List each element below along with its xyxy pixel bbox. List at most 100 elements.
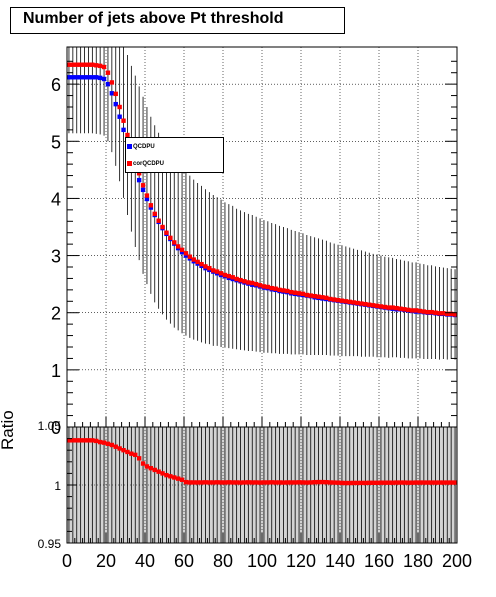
ratio-point	[406, 480, 411, 485]
ratio-point	[452, 480, 458, 485]
ratio-point	[308, 480, 313, 485]
main-y-tick-label: 2	[51, 304, 61, 324]
ratio-point	[90, 438, 95, 443]
ratio-point	[409, 480, 415, 485]
ratio-point	[113, 444, 118, 449]
point-corqcdpu	[445, 311, 450, 317]
ratio-point	[335, 480, 341, 485]
legend-marker-qcdpu	[127, 143, 132, 149]
ratio-point	[86, 438, 91, 443]
point-corqcdpu	[409, 308, 415, 313]
point-corqcdpu	[234, 276, 239, 282]
point-corqcdpu	[74, 62, 79, 67]
ratio-point	[300, 480, 306, 485]
ratio-point	[328, 480, 333, 485]
ratio-point	[402, 480, 407, 485]
ratio-point	[285, 480, 290, 485]
ratio-point	[257, 480, 263, 485]
ratio-point	[296, 480, 302, 485]
ratio-point	[164, 472, 169, 478]
ratio-point	[359, 480, 364, 486]
point-corqcdpu	[191, 257, 196, 262]
x-tick-label: 120	[286, 551, 316, 571]
point-corqcdpu	[308, 293, 313, 298]
ratio-point	[97, 439, 103, 445]
point-corqcdpu	[398, 306, 403, 311]
point-corqcdpu	[144, 193, 150, 198]
ratio-point	[238, 480, 243, 485]
point-qcdpu	[183, 253, 189, 258]
x-tick-label: 0	[62, 551, 72, 571]
ratio-point	[195, 480, 200, 485]
x-tick-label: 60	[174, 551, 194, 571]
point-qcdpu	[70, 75, 76, 80]
point-corqcdpu	[113, 91, 118, 97]
ratio-point	[211, 480, 216, 485]
ratio-point	[207, 480, 212, 485]
point-corqcdpu	[222, 272, 228, 278]
point-corqcdpu	[433, 310, 438, 315]
ratio-point	[78, 438, 83, 443]
ratio-point	[74, 438, 79, 443]
ratio-point	[367, 480, 372, 485]
ratio-point	[129, 451, 134, 456]
point-qcdpu	[90, 75, 95, 80]
point-qcdpu	[97, 75, 103, 81]
point-corqcdpu	[214, 269, 220, 274]
main-y-tick-label: 1	[51, 361, 61, 381]
ratio-point	[214, 480, 220, 485]
point-corqcdpu	[304, 292, 310, 298]
point-corqcdpu	[179, 247, 185, 253]
point-qcdpu	[105, 81, 111, 87]
point-qcdpu	[117, 114, 122, 119]
point-corqcdpu	[292, 290, 298, 295]
legend-entry-qcdpu: QCDPU	[127, 140, 155, 154]
point-corqcdpu	[97, 63, 103, 69]
x-tick-label: 160	[364, 551, 394, 571]
ratio-point	[187, 480, 193, 485]
main-y-tick-label: 0	[51, 418, 61, 438]
ratio-point	[277, 480, 282, 485]
ratio-point	[355, 480, 360, 486]
point-corqcdpu	[101, 64, 107, 70]
point-corqcdpu	[421, 309, 427, 314]
point-corqcdpu	[261, 284, 267, 289]
point-corqcdpu	[281, 288, 286, 293]
point-corqcdpu	[363, 301, 368, 307]
point-corqcdpu	[218, 271, 224, 276]
ratio-point	[312, 480, 317, 485]
point-corqcdpu	[199, 261, 204, 267]
ratio-point	[105, 441, 111, 447]
point-corqcdpu	[148, 203, 154, 208]
point-corqcdpu	[394, 305, 399, 311]
point-corqcdpu	[437, 311, 442, 316]
ratio-point	[125, 449, 130, 455]
ratio-point	[246, 480, 251, 485]
point-qcdpu	[101, 76, 107, 82]
ratio-point	[339, 480, 345, 486]
point-qcdpu	[148, 205, 154, 210]
ratio-point	[347, 480, 352, 486]
point-corqcdpu	[370, 303, 376, 308]
point-qcdpu	[113, 101, 118, 107]
point-corqcdpu	[351, 300, 356, 305]
point-qcdpu	[78, 75, 83, 80]
point-corqcdpu	[289, 289, 294, 295]
ratio-point	[269, 480, 274, 485]
ratio-point	[429, 480, 434, 485]
point-corqcdpu	[331, 297, 337, 302]
ratio-point	[289, 480, 294, 485]
point-corqcdpu	[121, 118, 126, 123]
ratio-point	[265, 480, 271, 485]
point-corqcdpu	[109, 80, 115, 85]
point-corqcdpu	[226, 273, 232, 279]
point-corqcdpu	[277, 287, 282, 293]
point-corqcdpu	[374, 303, 380, 309]
point-corqcdpu	[125, 132, 130, 138]
point-corqcdpu	[105, 70, 111, 75]
point-corqcdpu	[413, 308, 419, 313]
ratio-point	[160, 471, 165, 476]
x-tick-label: 140	[325, 551, 355, 571]
